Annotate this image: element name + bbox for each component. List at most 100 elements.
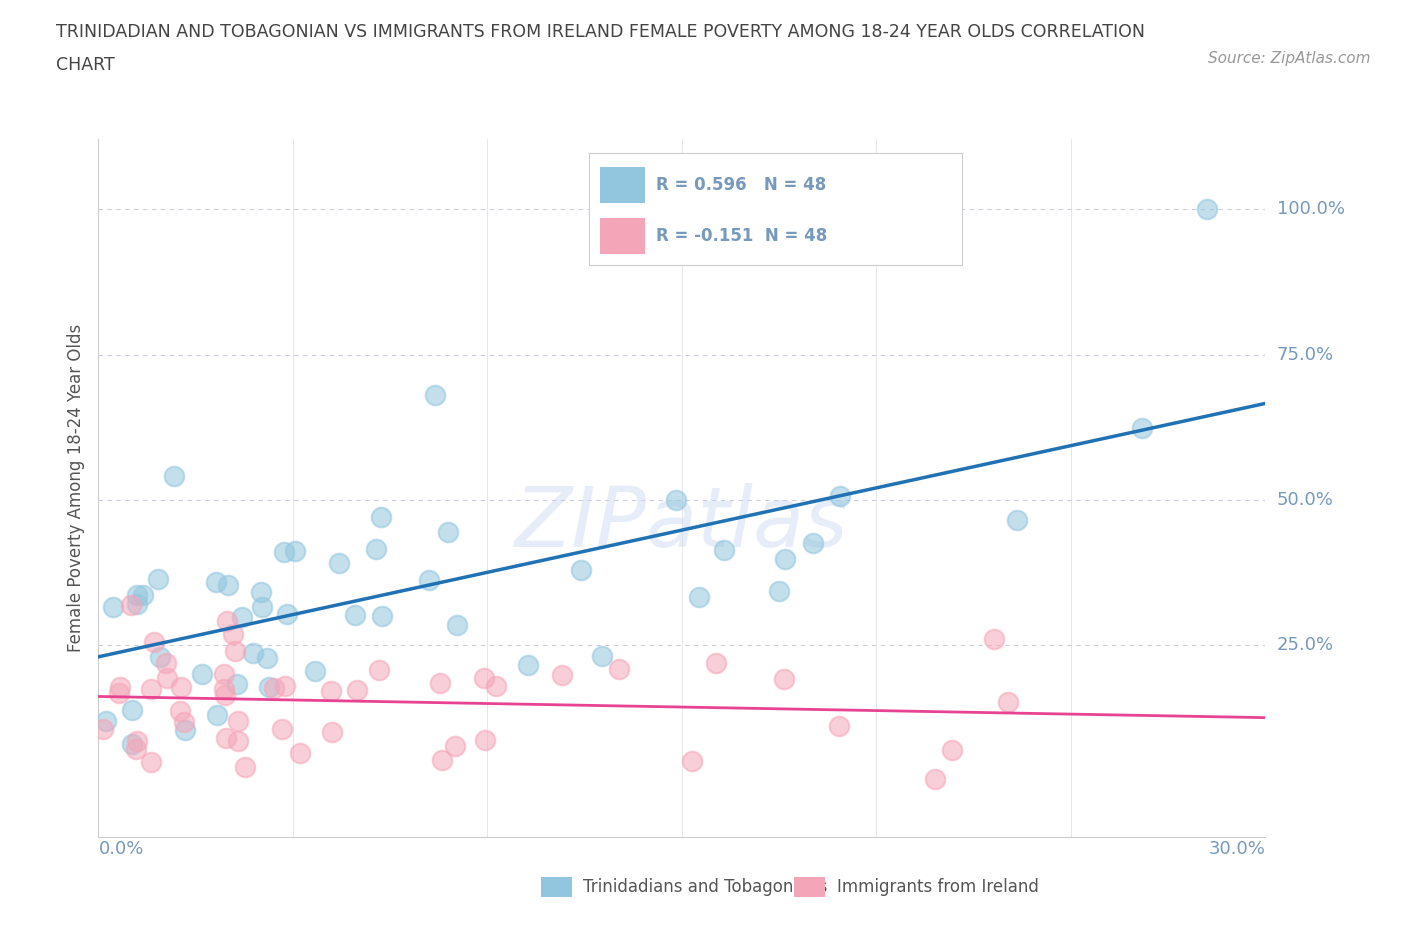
Point: [801, 536, 824, 551]
Point: [146, 572, 169, 587]
Text: CHART: CHART: [56, 56, 115, 73]
Point: [270, 722, 292, 737]
Point: [941, 742, 963, 757]
Point: [127, 596, 149, 611]
Point: [344, 607, 367, 622]
Point: [997, 695, 1019, 710]
Point: [235, 760, 257, 775]
Point: [215, 730, 238, 745]
Point: [125, 588, 148, 603]
Point: [772, 671, 794, 686]
Text: Source: ZipAtlas.com: Source: ZipAtlas.com: [1208, 51, 1371, 66]
Point: [191, 667, 214, 682]
Point: [429, 675, 451, 690]
Point: [263, 681, 285, 696]
Point: [156, 671, 179, 685]
Point: [274, 679, 297, 694]
Point: [443, 738, 465, 753]
Point: [273, 544, 295, 559]
Point: [214, 687, 236, 702]
Point: [256, 650, 278, 665]
Point: [250, 599, 273, 614]
Point: [688, 590, 710, 604]
Point: [665, 493, 688, 508]
Point: [436, 525, 458, 539]
Point: [173, 723, 195, 737]
Point: [125, 734, 148, 749]
Point: [125, 741, 148, 756]
Point: [713, 542, 735, 557]
Point: [474, 733, 496, 748]
Point: [163, 469, 186, 484]
Point: [259, 680, 281, 695]
Point: [108, 686, 131, 701]
Point: [368, 663, 391, 678]
Point: [1195, 202, 1218, 217]
Point: [205, 575, 228, 590]
Text: ZIPatlas: ZIPatlas: [515, 483, 849, 564]
Point: [983, 632, 1005, 647]
Point: [212, 667, 235, 682]
Point: [142, 635, 165, 650]
Text: 50.0%: 50.0%: [1277, 491, 1333, 509]
Point: [418, 573, 440, 588]
Point: [681, 754, 703, 769]
Point: [304, 664, 326, 679]
Point: [768, 584, 790, 599]
Text: Immigrants from Ireland: Immigrants from Ireland: [837, 878, 1039, 897]
Point: [250, 585, 273, 600]
Point: [370, 609, 392, 624]
Point: [370, 510, 392, 525]
Point: [704, 656, 727, 671]
Point: [121, 702, 143, 717]
Point: [226, 713, 249, 728]
Point: [288, 746, 311, 761]
Text: 75.0%: 75.0%: [1277, 346, 1334, 364]
Point: [226, 676, 249, 691]
Text: Trinidadians and Tobagonians: Trinidadians and Tobagonians: [583, 878, 828, 897]
Point: [446, 618, 468, 632]
Point: [430, 753, 453, 768]
Point: [346, 683, 368, 698]
Point: [93, 722, 115, 737]
Point: [1005, 512, 1028, 527]
Point: [217, 613, 239, 628]
Point: [569, 563, 592, 578]
Point: [132, 587, 155, 602]
Point: [231, 610, 253, 625]
Point: [212, 682, 235, 697]
Text: 30.0%: 30.0%: [1209, 840, 1265, 857]
Y-axis label: Female Poverty Among 18-24 Year Olds: Female Poverty Among 18-24 Year Olds: [66, 325, 84, 652]
Point: [321, 724, 343, 739]
Point: [472, 671, 495, 685]
Point: [551, 668, 574, 683]
Point: [607, 661, 630, 676]
Point: [121, 737, 143, 751]
Point: [173, 714, 195, 729]
Point: [242, 645, 264, 660]
Text: 25.0%: 25.0%: [1277, 636, 1334, 654]
Point: [169, 704, 191, 719]
Point: [828, 488, 851, 503]
Point: [205, 708, 228, 723]
Text: 0.0%: 0.0%: [98, 840, 143, 857]
Point: [591, 649, 613, 664]
Point: [924, 772, 946, 787]
Point: [141, 682, 163, 697]
Point: [149, 649, 172, 664]
Point: [110, 679, 132, 694]
Point: [170, 680, 193, 695]
Point: [321, 684, 343, 698]
Point: [423, 388, 446, 403]
Point: [1130, 421, 1153, 436]
Point: [226, 734, 249, 749]
Point: [284, 543, 307, 558]
Point: [276, 607, 298, 622]
Point: [828, 718, 851, 733]
Point: [328, 556, 350, 571]
Point: [222, 627, 245, 642]
Point: [139, 755, 162, 770]
Point: [773, 551, 796, 566]
Point: [517, 658, 540, 672]
Point: [217, 578, 239, 592]
